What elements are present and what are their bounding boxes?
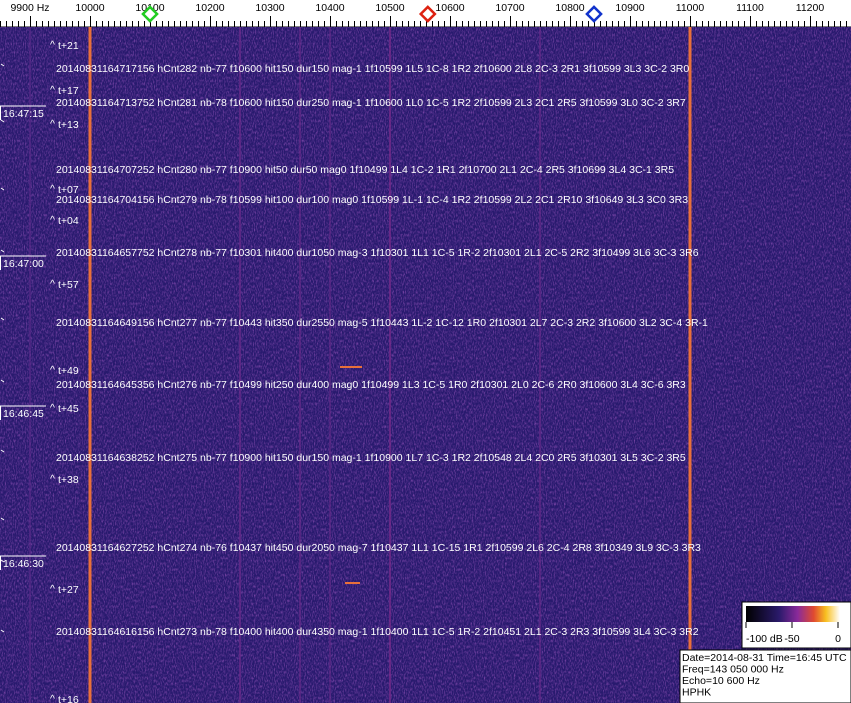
- offset-label: t+45: [58, 403, 79, 415]
- info-box: [679, 649, 851, 703]
- offset-label: t+27: [58, 584, 79, 596]
- tick-label: 10800: [555, 2, 584, 14]
- edge-tick: [0, 187, 5, 191]
- time-label: 16:46:45: [3, 408, 44, 420]
- legend-label: -50: [784, 633, 799, 645]
- offset-caret: ^: [50, 84, 55, 96]
- offset-label: t+17: [58, 85, 79, 97]
- tick-label: 10700: [495, 2, 524, 14]
- tick-label: 9900 Hz: [10, 2, 49, 14]
- offset-label: t+04: [58, 215, 79, 227]
- waterfall-noise: [0, 27, 851, 703]
- offset-caret: ^: [50, 214, 55, 226]
- offset-caret: ^: [50, 473, 55, 485]
- edge-tick: [0, 63, 5, 67]
- info-line: Echo=10 600 Hz: [682, 675, 760, 687]
- detection-line: 20140831164657752 hCnt278 nb-77 f10301 h…: [56, 247, 699, 259]
- detection-line: 20140831164638252 hCnt275 nb-77 f10900 h…: [56, 452, 686, 464]
- detection-line: 20140831164616156 hCnt273 nb-78 f10400 h…: [56, 626, 699, 638]
- edge-tick: [0, 249, 5, 253]
- tick-label: 10200: [195, 2, 224, 14]
- detection-line: 20140831164713752 hCnt281 nb-78 f10600 h…: [56, 97, 686, 109]
- frequency-marker: [141, 5, 159, 23]
- offset-label: t+38: [58, 474, 79, 486]
- time-label: 16:47:15: [3, 108, 44, 120]
- offset-label: t+57: [58, 279, 79, 291]
- tick-label: 10000: [75, 2, 104, 14]
- tick-label: 11000: [676, 2, 705, 14]
- info-line: Freq=143 050 000 Hz: [682, 663, 784, 675]
- offset-caret: ^: [50, 364, 55, 376]
- edge-tick: [0, 379, 5, 383]
- detection-line: 20140831164627252 hCnt274 nb-76 f10437 h…: [56, 542, 701, 554]
- tick-label: 10900: [615, 2, 644, 14]
- offset-label: t+07: [58, 184, 79, 196]
- signal-traces: [29, 27, 692, 703]
- edge-tick: [0, 517, 5, 521]
- detection-line: 20140831164717156 hCnt282 nb-77 f10600 h…: [56, 63, 689, 75]
- edge-tick: [0, 629, 5, 633]
- tick-label: 10300: [255, 2, 284, 14]
- legend-label: 0: [835, 633, 841, 645]
- legend-label: -100 dB: [746, 633, 783, 645]
- time-label: 16:46:30: [3, 558, 44, 570]
- frequency-marker: [418, 5, 437, 23]
- tick-label: 11100: [736, 2, 764, 14]
- frequency-marker: [585, 5, 603, 23]
- offset-label: t+16: [58, 694, 79, 703]
- info-line: HPHK: [682, 686, 711, 698]
- detection-line: 20140831164649156 hCnt277 nb-77 f10443 h…: [56, 317, 708, 329]
- time-label: 16:47:00: [3, 258, 44, 270]
- offset-caret: ^: [50, 693, 55, 703]
- offset-label: t+13: [58, 119, 79, 131]
- tick-label: 10400: [315, 2, 344, 14]
- offset-caret: ^: [50, 278, 55, 290]
- edge-tick: [0, 559, 5, 563]
- offset-caret: ^: [50, 118, 55, 130]
- detection-line: 20140831164704156 hCnt279 nb-78 f10599 h…: [56, 194, 688, 206]
- offset-caret: ^: [50, 183, 55, 195]
- detection-line: 20140831164645356 hCnt276 nb-77 f10499 h…: [56, 379, 686, 391]
- offset-caret: ^: [50, 39, 55, 51]
- offset-label: t+49: [58, 365, 79, 377]
- tick-label: 11200: [796, 2, 825, 14]
- offset-label: t+21: [58, 40, 79, 52]
- edge-tick: [0, 119, 5, 123]
- tick-label: 10500: [375, 2, 404, 14]
- info-line: Date=2014-08-31 Time=16:45 UTC: [682, 652, 847, 664]
- offset-caret: ^: [50, 402, 55, 414]
- edge-tick: [0, 449, 5, 453]
- offset-caret: ^: [50, 583, 55, 595]
- edge-tick: [0, 317, 5, 321]
- colorbar: [746, 606, 840, 622]
- tick-label: 10600: [435, 2, 464, 14]
- detection-line: 20140831164707252 hCnt280 nb-77 f10900 h…: [56, 164, 674, 176]
